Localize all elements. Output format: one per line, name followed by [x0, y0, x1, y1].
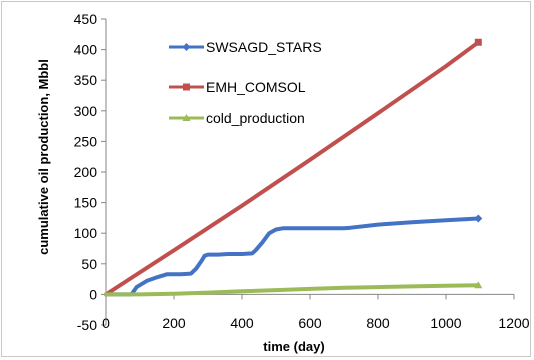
series-line-cold-production — [104, 283, 481, 297]
axes: 450 400 350 300 250 200 150 100 50 0 -50 0 200 400 600… — [74, 11, 530, 333]
legend-item-cold-production: cold_production — [169, 110, 305, 126]
x-tick-label: 600 — [298, 315, 322, 331]
y-tick-label: -50 — [77, 317, 97, 333]
series-emh-comsol — [104, 38, 482, 297]
y-tick-label: 350 — [74, 72, 98, 88]
x-tick-label: 1200 — [498, 315, 529, 331]
legend-label: cold_production — [206, 110, 305, 126]
y-tick-label: 400 — [74, 42, 98, 58]
y-tick-label: 250 — [74, 133, 98, 149]
series-swsagd-stars — [104, 214, 483, 297]
y-axis-title: cumulative oil production, Mbbl — [36, 59, 51, 255]
legend-marker — [182, 43, 191, 51]
y-tick-label: 450 — [74, 11, 98, 27]
legend-marker — [182, 114, 191, 121]
y-tick-label: 300 — [74, 103, 98, 119]
data-point — [474, 281, 483, 289]
plot-series — [104, 38, 483, 297]
x-tick-label: 200 — [162, 315, 186, 331]
legend-label: EMH_COMSOL — [206, 79, 306, 95]
x-tick-label: 400 — [230, 315, 254, 331]
legend-item-swsagd-stars: SWSAGD_STARS — [169, 39, 322, 55]
series-line-emh-comsol — [104, 40, 481, 297]
legend-item-emh-comsol: EMH_COMSOL — [169, 79, 306, 95]
data-point — [474, 214, 483, 223]
legend-label: SWSAGD_STARS — [206, 39, 322, 55]
legend-marker — [183, 83, 190, 91]
series-line-swsagd-stars — [104, 216, 481, 297]
x-tick-label: 800 — [366, 315, 390, 331]
y-tick-label: 200 — [74, 164, 98, 180]
x-axis-title: time (day) — [263, 339, 324, 354]
data-point — [474, 38, 482, 46]
x-tick-label: 1000 — [430, 315, 461, 331]
series-cold-production — [104, 281, 483, 297]
y-tick-label: 0 — [89, 286, 97, 302]
legend: SWSAGD_STARS EMH_COMSOL cold_production — [169, 39, 322, 126]
x-tick-label: 0 — [102, 315, 110, 331]
y-tick-label: 100 — [74, 225, 98, 241]
y-tick-label: 50 — [81, 256, 97, 272]
y-tick-label: 150 — [74, 195, 98, 211]
